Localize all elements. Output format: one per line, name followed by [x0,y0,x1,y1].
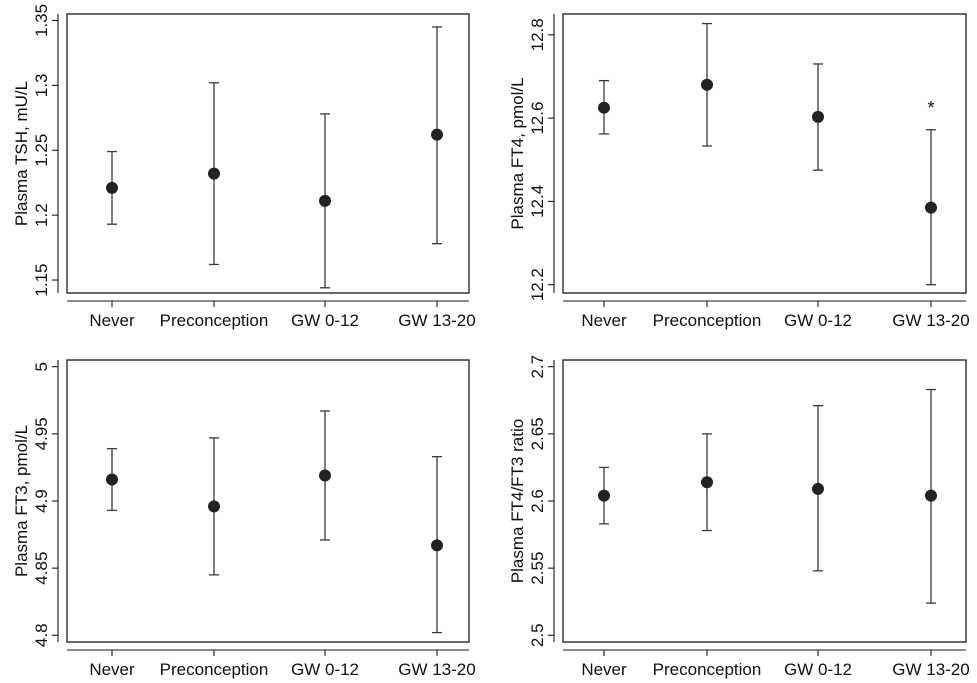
y-tick-label: 2.65 [528,417,547,450]
y-tick-label: 4.85 [32,552,51,585]
x-tick-label: GW 13-20 [892,311,969,330]
y-tick-label: 1.15 [32,263,51,296]
x-tick-label: Preconception [160,311,269,330]
panel-4: 2.5 2.55 2.6 2.65 2.7 Plasma FT4/FT3 ratio Nev… [508,355,970,679]
data-point [701,78,713,91]
data-point [106,181,118,194]
data-point [925,201,937,214]
data-point [812,110,824,123]
y-tick-label: 2.55 [528,552,547,585]
y-tick-label: 2.6 [528,489,547,513]
y-tick-label: 1.3 [32,74,51,98]
x-tick-label: GW 13-20 [398,311,475,330]
x-tick-label: Never [89,311,135,330]
panel-3: 4.8 4.85 4.9 4.95 5 Plasma FT3, pmol/L Never Pr… [12,359,476,679]
data-point [701,476,713,489]
data-point [319,194,331,207]
plot-frame [562,359,967,643]
x-tick-label: Never [581,660,627,679]
x-tick-label: GW 0-12 [291,311,359,330]
y-tick-label: 12.2 [528,268,547,301]
data-point [812,482,824,495]
significance-marker: * [927,98,934,118]
x-tick-label: Never [581,311,627,330]
data-point [319,469,331,482]
y-axis-label: Plasma TSH, mU/L [12,81,31,226]
data-point [431,128,443,141]
y-tick-label: 5 [32,362,51,371]
y-tick-label: 12.6 [528,102,547,135]
y-tick-label: 4.8 [32,623,51,647]
data-point [208,167,220,180]
data-point [598,101,610,114]
x-tick-label: Preconception [653,311,762,330]
y-tick-label: 4.95 [32,417,51,450]
y-axis-label: Plasma FT4, pmol/L [508,77,527,229]
y-tick-label: 1.35 [32,4,51,37]
y-tick-label: 4.9 [32,489,51,513]
y-tick-label: 1.25 [32,134,51,167]
y-tick-label: 1.2 [32,203,51,227]
data-point [208,500,220,513]
data-point [106,473,118,486]
y-tick-label: 2.7 [528,355,547,379]
y-axis-label: Plasma FT3, pmol/L [12,425,31,577]
data-point [925,489,937,502]
plot-frame [562,13,967,294]
panel-1: 1.15 1.2 1.25 1.3 1.35 Plasma TSH, mU/L Never P… [12,4,476,330]
data-point [598,489,610,502]
x-tick-label: Preconception [160,660,269,679]
x-tick-label: Preconception [653,660,762,679]
y-axis-label: Plasma FT4/FT3 ratio [508,419,527,583]
x-tick-label: GW 13-20 [398,660,475,679]
plot-frame [66,359,470,643]
y-tick-label: 12.4 [528,185,547,218]
data-point [431,539,443,552]
x-tick-label: GW 0-12 [784,311,852,330]
y-tick-label: 2.5 [528,623,547,647]
plot-frame [66,13,470,294]
x-tick-label: GW 0-12 [291,660,359,679]
y-tick-label: 12.8 [528,18,547,51]
x-tick-label: GW 0-12 [784,660,852,679]
x-tick-label: Never [89,660,135,679]
panel-2: 12.2 12.4 12.6 12.8 Plasma FT4, pmol/L Never P… [508,13,970,330]
x-tick-label: GW 13-20 [892,660,969,679]
